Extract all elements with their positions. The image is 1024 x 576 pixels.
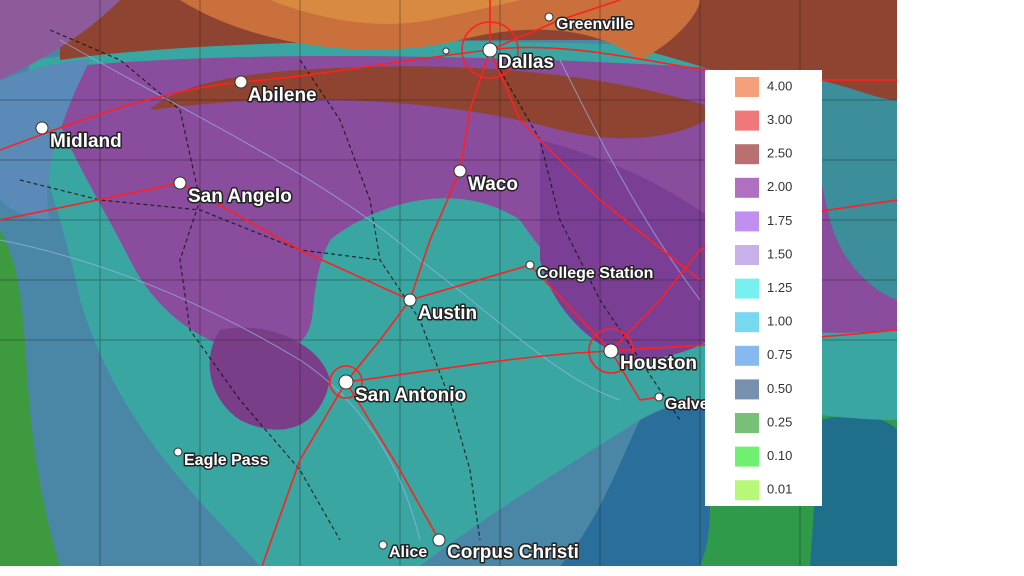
city-marker bbox=[35, 121, 49, 135]
legend-swatch bbox=[735, 345, 759, 366]
city-label: Midland bbox=[50, 131, 122, 152]
legend-label: 0.75 bbox=[767, 347, 792, 362]
legend-label: 0.01 bbox=[767, 482, 792, 497]
legend-label: 2.00 bbox=[767, 179, 792, 194]
city-label: Dallas bbox=[498, 52, 554, 73]
city-marker bbox=[442, 47, 450, 55]
legend-label: 3.00 bbox=[767, 112, 792, 127]
legend-box bbox=[705, 70, 822, 506]
legend-label: 0.50 bbox=[767, 381, 792, 396]
city-marker bbox=[338, 374, 354, 390]
city-label: San Angelo bbox=[188, 186, 292, 207]
legend-swatch bbox=[735, 446, 759, 467]
legend-label: 4.00 bbox=[767, 78, 792, 93]
city-marker bbox=[378, 540, 388, 550]
legend-label: 0.25 bbox=[767, 414, 792, 429]
legend-swatch bbox=[735, 312, 759, 333]
legend-swatch bbox=[735, 77, 759, 97]
city-marker bbox=[173, 176, 187, 190]
city-label: Corpus Christi bbox=[447, 542, 579, 563]
city-marker bbox=[482, 42, 498, 58]
city-marker bbox=[544, 12, 554, 22]
legend-swatch bbox=[735, 110, 759, 131]
city-marker bbox=[173, 447, 183, 457]
city-marker bbox=[654, 392, 664, 402]
city-marker bbox=[432, 533, 446, 547]
legend-label: 2.50 bbox=[767, 146, 792, 161]
city-marker bbox=[403, 293, 417, 307]
city-label: Greenville bbox=[556, 16, 633, 33]
legend-label: 1.25 bbox=[767, 280, 792, 295]
legend-label: 1.00 bbox=[767, 314, 792, 329]
city-label: College Station bbox=[537, 265, 653, 282]
city-label: Abilene bbox=[248, 85, 317, 106]
city-label: Alice bbox=[389, 544, 427, 561]
legend-swatch bbox=[735, 413, 759, 433]
legend-swatch bbox=[735, 379, 759, 400]
city-marker bbox=[234, 75, 248, 89]
city-marker bbox=[453, 164, 467, 178]
legend-swatch bbox=[735, 245, 759, 265]
city-marker bbox=[603, 343, 619, 359]
city-label: Houston bbox=[620, 353, 697, 374]
legend-swatch bbox=[735, 278, 759, 299]
city-marker bbox=[525, 260, 535, 270]
city-label: Austin bbox=[418, 303, 477, 324]
legend-swatch bbox=[735, 177, 759, 198]
city-label: Galve bbox=[665, 396, 709, 413]
legend-swatch bbox=[735, 480, 759, 501]
legend-label: 0.10 bbox=[767, 448, 792, 463]
city-label: Eagle Pass bbox=[184, 452, 269, 469]
legend-swatch bbox=[735, 144, 759, 165]
legend-label: 1.75 bbox=[767, 213, 792, 228]
legend-swatch bbox=[735, 211, 759, 232]
city-label: San Antonio bbox=[355, 385, 466, 406]
city-label: Waco bbox=[468, 174, 518, 195]
legend-label: 1.50 bbox=[767, 246, 792, 261]
